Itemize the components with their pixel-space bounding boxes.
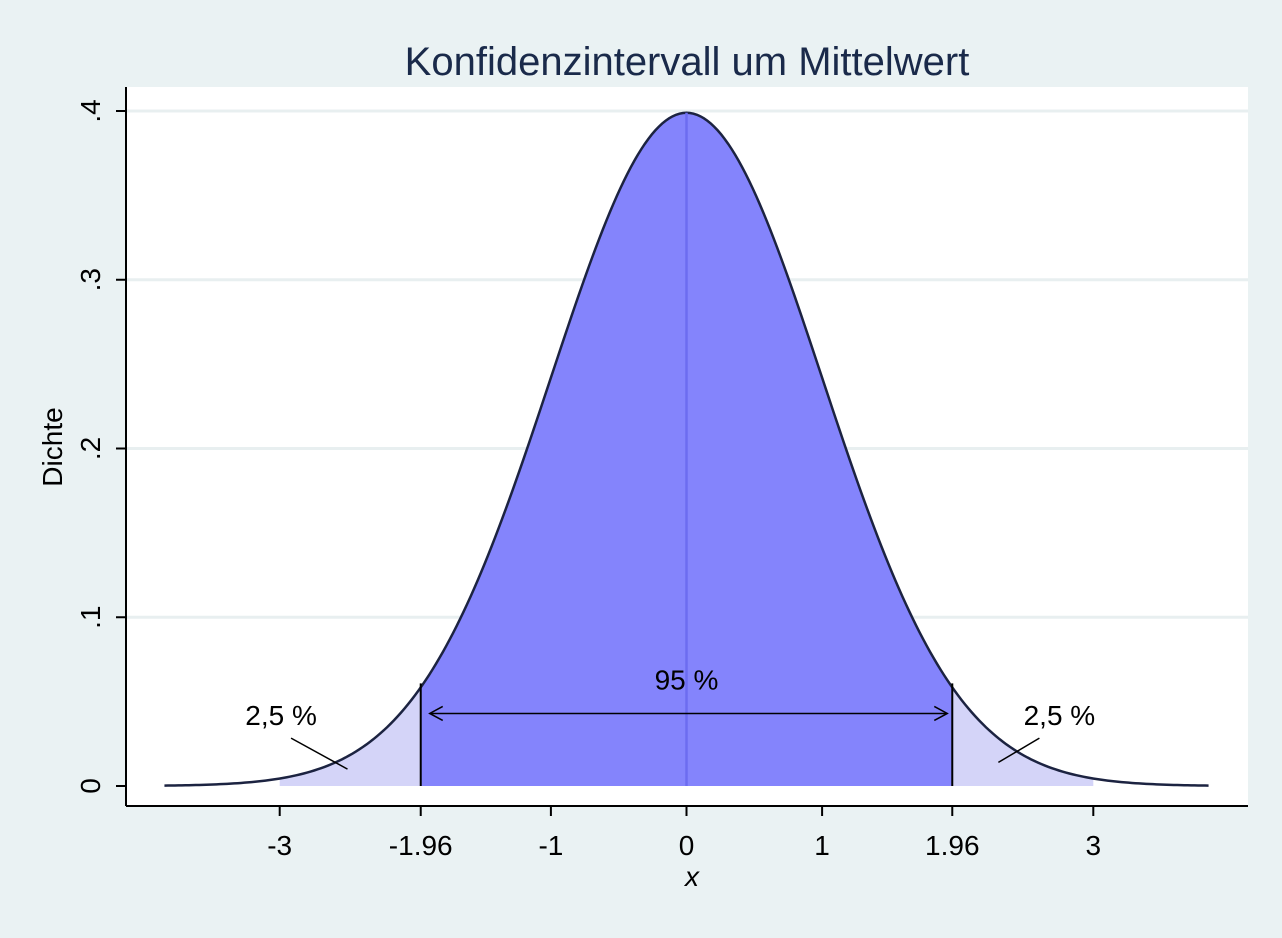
annotation-layer: 2,5 % 95 % 2,5 %: [245, 665, 1096, 770]
interval-arrow-head-left: [428, 705, 444, 722]
x-tick-label: 3: [1086, 830, 1102, 861]
annotation-pointer-2: [997, 737, 1040, 764]
x-tick-label: 1: [814, 830, 830, 861]
y-tick-label: 0: [75, 778, 106, 794]
x-tick-label: -3: [267, 830, 292, 861]
density-region-2: [952, 687, 1094, 786]
density-region-0: [279, 687, 421, 786]
annotation-label-0: 2,5 %: [245, 700, 317, 731]
x-tick-label: -1.96: [389, 830, 453, 861]
annotation-label-2: 2,5 %: [1024, 700, 1096, 731]
annotation-pointer-0: [290, 737, 348, 770]
mark-layer: [164, 111, 1209, 787]
y-axis-title: Dichte: [37, 407, 68, 486]
x-tick-label: 1.96: [925, 830, 980, 861]
y-tick-label: .4: [75, 99, 106, 122]
density-curve: [164, 111, 1209, 787]
annotation-label-1: 95 %: [655, 665, 719, 696]
y-tick-label: .2: [75, 437, 106, 460]
axis-layer: 0 .1 .2 .3 .4 -3 -1.96 -1 0 1 1.96 3: [75, 87, 1248, 861]
chart-title: Konfidenzintervall um Mittelwert: [405, 40, 970, 84]
x-tick-label: -1: [538, 830, 563, 861]
y-tick-label: .3: [75, 268, 106, 291]
interval-arrow-head-right: [933, 705, 949, 722]
x-tick-label: 0: [679, 830, 695, 861]
x-axis-title: x: [683, 861, 700, 892]
y-tick-label: .1: [75, 606, 106, 629]
